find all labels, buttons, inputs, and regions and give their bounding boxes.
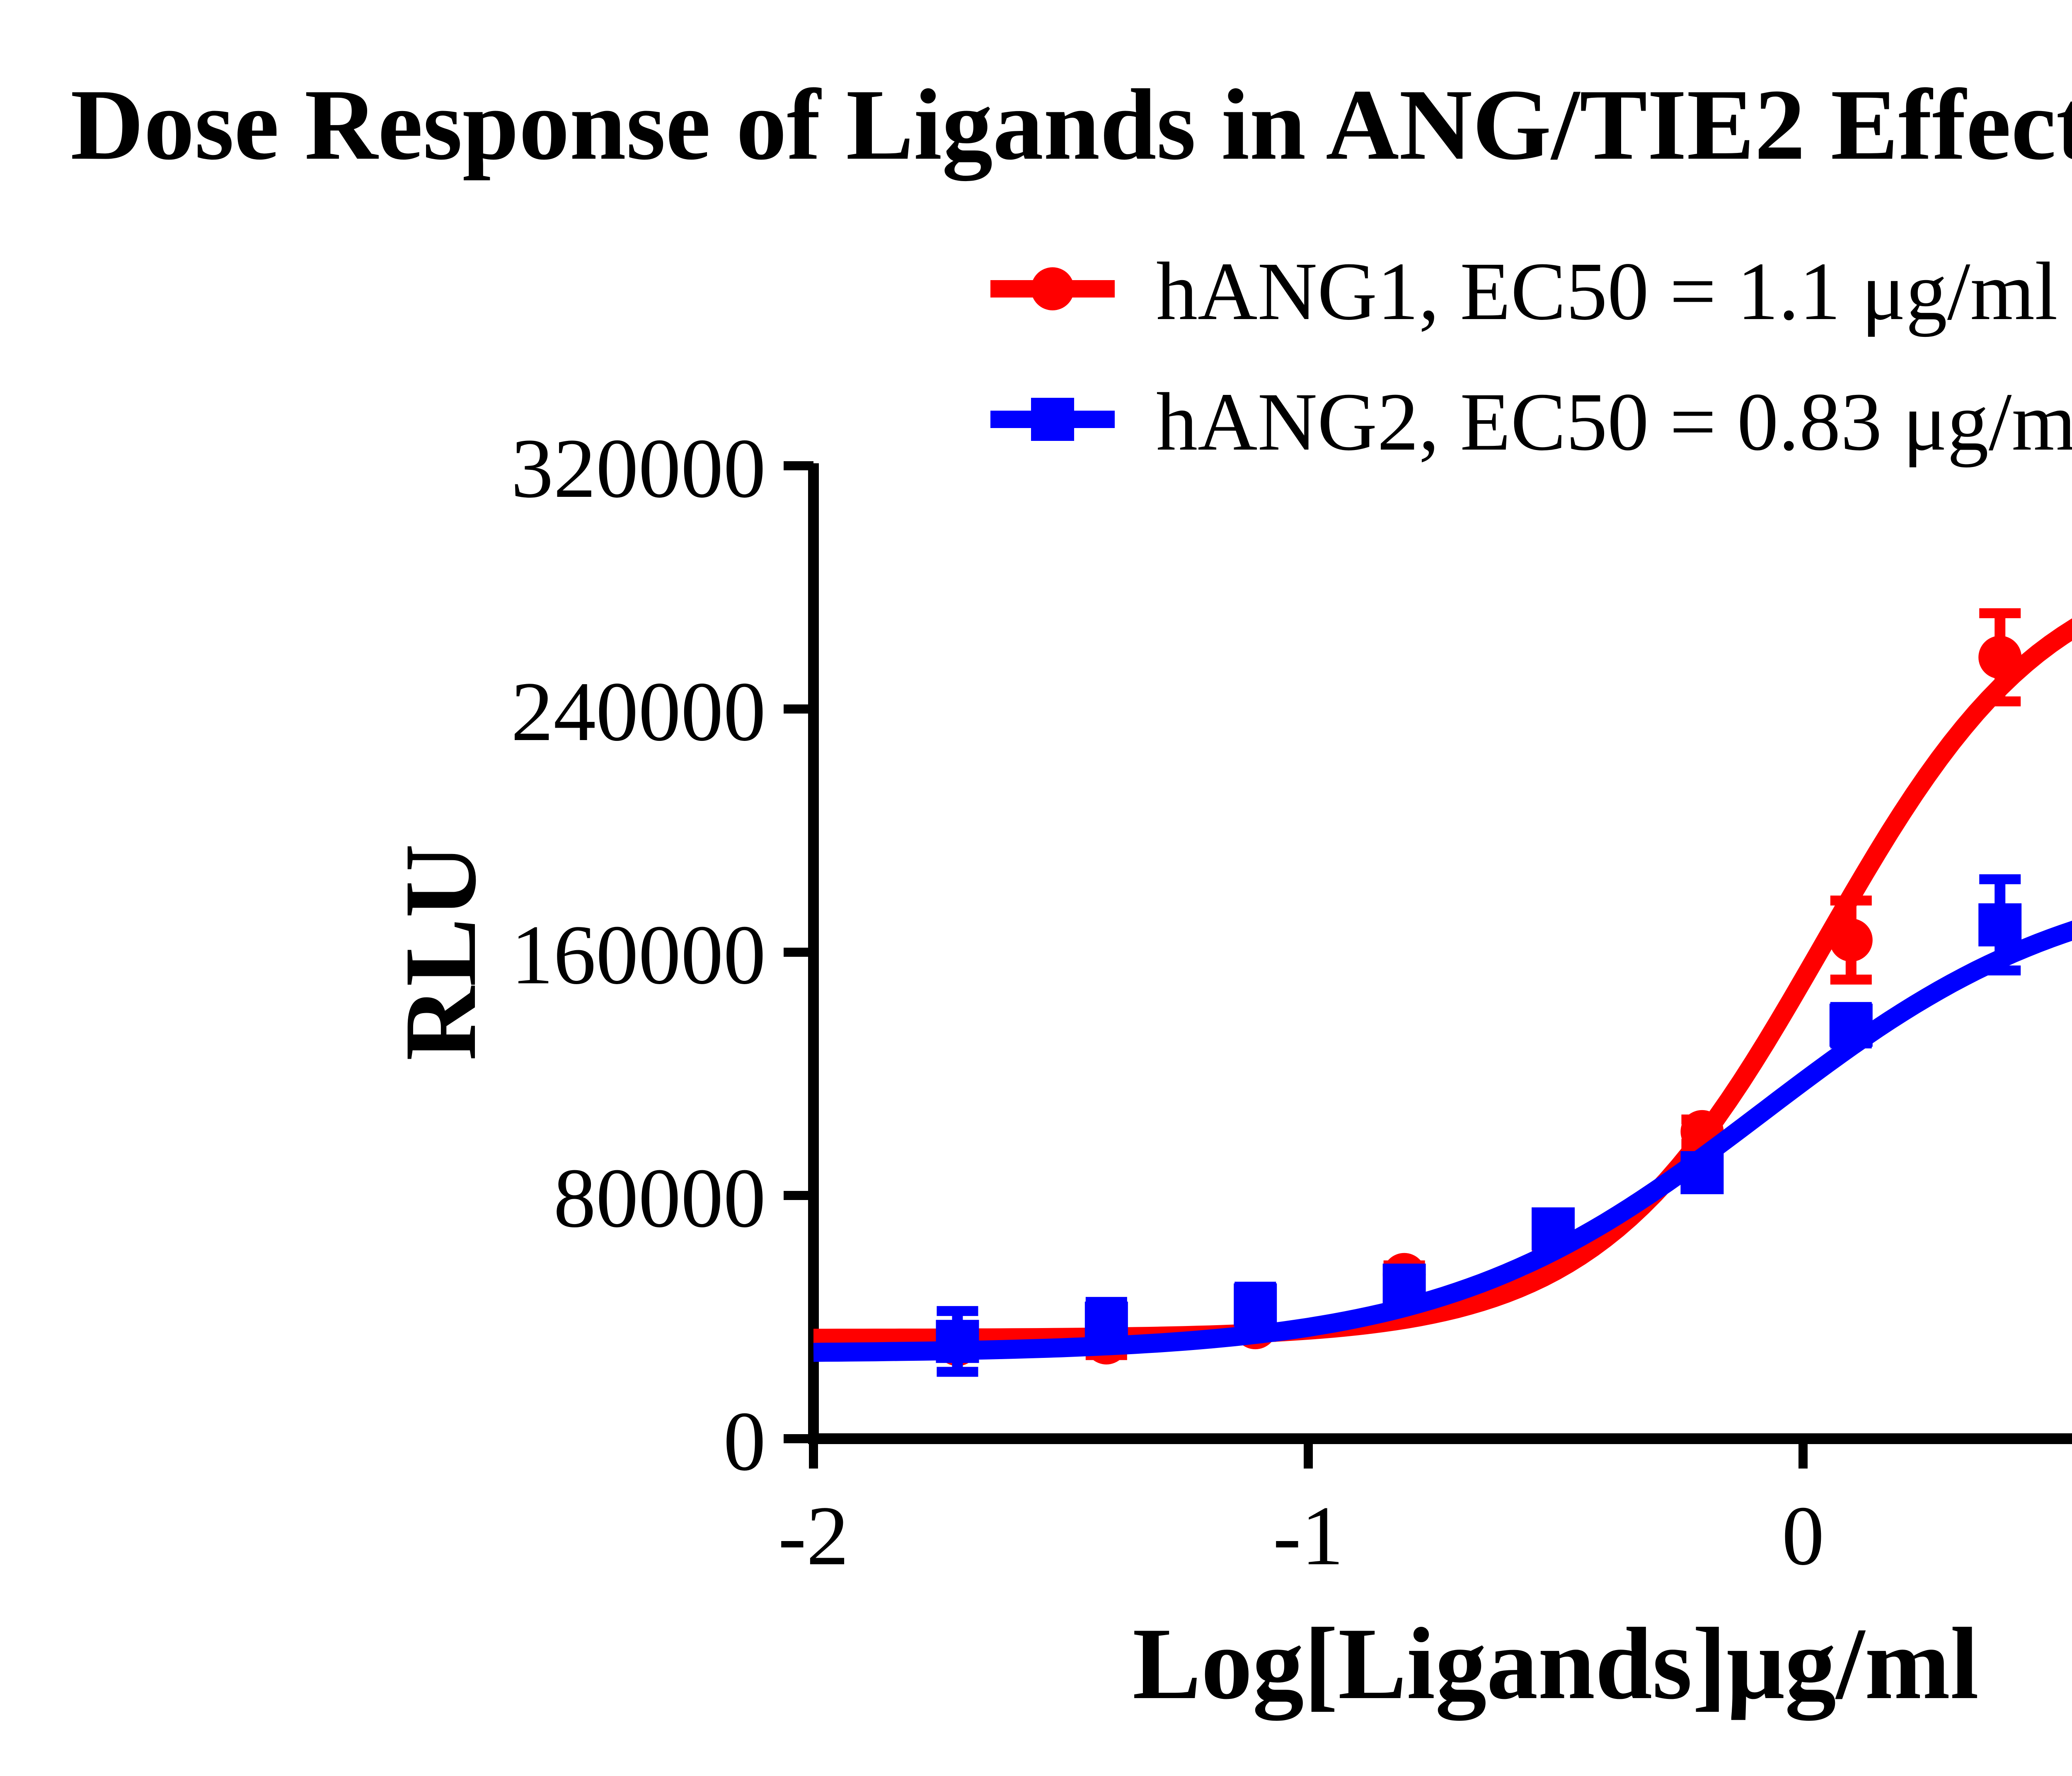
x-tick-label: 0 — [1782, 1489, 1825, 1583]
data-point-marker — [1382, 1263, 1426, 1307]
series-hANG2 — [813, 874, 2072, 1377]
legend-square-marker-icon — [1031, 398, 1074, 441]
y-tick-label: 320000 — [511, 421, 766, 515]
plot-area — [813, 608, 2072, 1377]
legend-label-hang2: hANG2, EC50 = 0.83 μg/ml — [1156, 376, 2072, 468]
data-point-marker — [1532, 1207, 1575, 1251]
y-axis-title: RLU — [383, 844, 497, 1061]
markers-hANG2 — [936, 903, 2022, 1363]
fit-curve-hANG1 — [813, 618, 2072, 1348]
legend-item-hang1: hANG1, EC50 = 1.1 μg/ml — [990, 246, 2058, 337]
data-point-marker — [936, 1320, 979, 1363]
data-point-marker — [1680, 1151, 1724, 1194]
data-point-marker — [1234, 1283, 1277, 1327]
y-tick-label: 80000 — [554, 1151, 766, 1245]
legend-label-hang1: hANG1, EC50 = 1.1 μg/ml — [1156, 246, 2058, 337]
error-bars-hANG1 — [937, 608, 2021, 1360]
legend-item-hang2: hANG2, EC50 = 0.83 μg/ml — [990, 376, 2072, 468]
data-point-marker — [1084, 1302, 1128, 1345]
markers-hANG1 — [936, 636, 2022, 1366]
y-tick-label: 0 — [724, 1394, 766, 1488]
chart-title: Dose Response of Ligands in ANG/TIE2 Eff… — [70, 68, 2072, 181]
x-axis-title: Log[Ligands]μg/ml — [1133, 1607, 1979, 1721]
series-hANG1 — [813, 608, 2072, 1366]
data-point-marker — [1829, 918, 1873, 962]
y-tick-label: 240000 — [511, 665, 766, 759]
x-tick-label: -2 — [778, 1489, 849, 1583]
legend-circle-marker-icon — [1031, 267, 1074, 310]
data-point-marker — [1829, 1004, 1873, 1047]
data-point-marker — [1978, 636, 2022, 679]
x-tick-label: -1 — [1273, 1489, 1344, 1583]
legend: hANG1, EC50 = 1.1 μg/ml hANG2, EC50 = 0.… — [990, 246, 2072, 468]
fit-curve-hANG2 — [813, 921, 2072, 1362]
data-point-marker — [1978, 903, 2022, 946]
y-tick-label: 160000 — [511, 908, 766, 1002]
